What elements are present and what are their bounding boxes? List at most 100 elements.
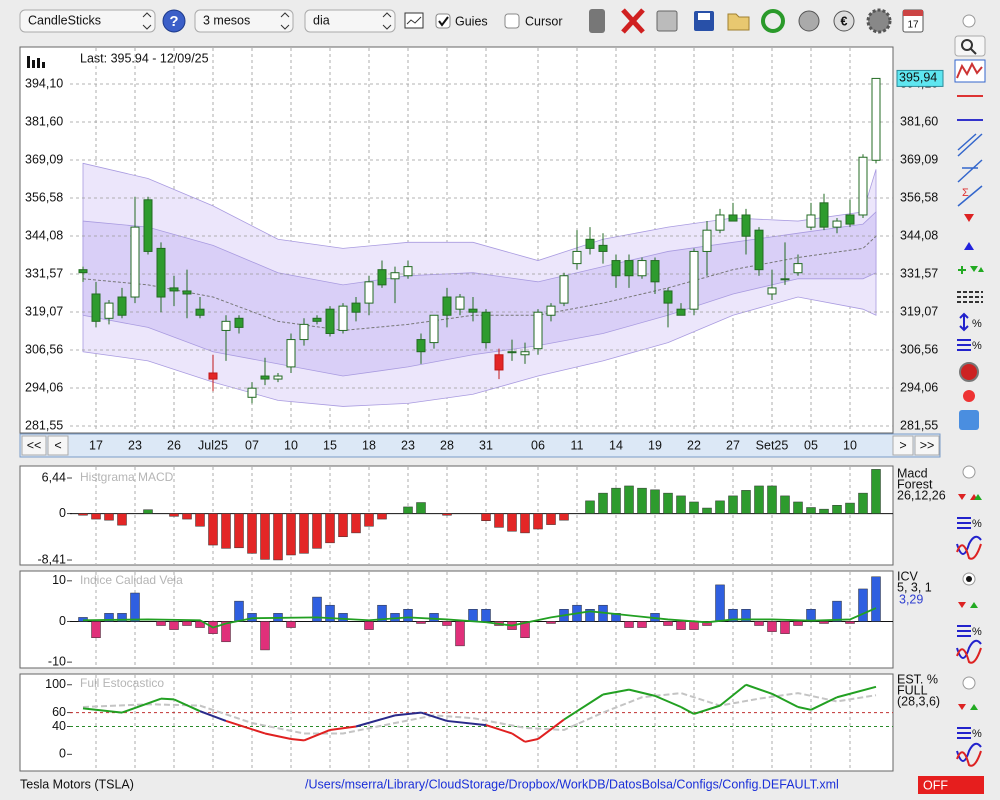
- scale-button[interactable]: [959, 312, 969, 332]
- curve-button[interactable]: [956, 639, 982, 659]
- bar: [78, 513, 88, 516]
- candle-body: [767, 287, 777, 295]
- up-arrow-button[interactable]: [964, 242, 974, 250]
- arrows-button[interactable]: [958, 602, 966, 608]
- bar: [117, 513, 127, 526]
- y-tick-label: 294,06: [25, 380, 63, 394]
- bar: [767, 621, 777, 632]
- swap-button[interactable]: [959, 410, 979, 430]
- delete-button[interactable]: [621, 8, 645, 34]
- x-tick-label: 07: [245, 438, 259, 452]
- sigma-button[interactable]: [957, 185, 983, 207]
- stochastic-k-segment: [810, 696, 838, 711]
- y-tick-label: 381,60: [25, 114, 63, 128]
- help-button[interactable]: [162, 9, 186, 33]
- bar: [689, 621, 699, 630]
- y-tick-label: 344,08: [25, 228, 63, 242]
- bar: [624, 621, 634, 628]
- x-tick-label: 05: [804, 438, 818, 452]
- status-badge[interactable]: [918, 776, 984, 794]
- bar: [663, 621, 673, 626]
- bar: [104, 513, 114, 521]
- add-button[interactable]: [958, 266, 966, 274]
- stochastic-k-segment: [303, 729, 331, 742]
- percent-glyph: %: [972, 626, 982, 638]
- arrows-button[interactable]: [958, 494, 978, 500]
- percent-glyph: %: [972, 340, 982, 352]
- radio-button[interactable]: [962, 465, 976, 479]
- bar: [286, 621, 296, 628]
- interval-select[interactable]: [304, 9, 396, 33]
- guides-checkbox[interactable]: [435, 13, 451, 29]
- bar: [689, 501, 699, 514]
- percent-button[interactable]: [957, 625, 971, 637]
- stochastic-k-segment: [121, 697, 162, 714]
- trend-button[interactable]: [957, 159, 983, 183]
- currency-button[interactable]: [833, 10, 855, 32]
- percent-button[interactable]: [957, 727, 971, 739]
- prev-label: <: [54, 438, 61, 452]
- percent-button[interactable]: [957, 517, 971, 529]
- bar: [858, 588, 868, 622]
- bar: [832, 505, 842, 514]
- percent-button[interactable]: [957, 339, 971, 351]
- bar: [806, 609, 816, 622]
- first-button[interactable]: [21, 435, 47, 456]
- prev-button[interactable]: [47, 435, 69, 456]
- stochastic-k-segment: [394, 711, 422, 717]
- bar: [728, 609, 738, 622]
- candle-body: [260, 375, 270, 380]
- record-button[interactable]: [963, 390, 975, 402]
- bar: [260, 621, 270, 651]
- stop-button[interactable]: [959, 362, 979, 382]
- channel-button[interactable]: [957, 133, 983, 157]
- refresh-button[interactable]: [761, 9, 785, 33]
- bar: [507, 513, 517, 532]
- chart-icon[interactable]: [404, 12, 424, 29]
- arrows-button[interactable]: [958, 704, 966, 710]
- zoom-button[interactable]: [954, 35, 986, 57]
- period-select[interactable]: [194, 9, 294, 33]
- trash-button[interactable]: [589, 9, 605, 33]
- curve-button[interactable]: [956, 742, 982, 762]
- bar: [195, 621, 205, 628]
- update-button[interactable]: [798, 10, 820, 32]
- bar: [442, 621, 452, 626]
- guides-label: Guies: [455, 14, 488, 28]
- bar: [169, 621, 179, 630]
- stochastic-k-segment: [446, 719, 487, 727]
- grid-button[interactable]: [957, 291, 983, 303]
- y-tick-label: 369,09: [25, 152, 63, 166]
- select-arrows: [382, 12, 392, 30]
- icv-legend: ICV: [897, 569, 919, 583]
- bar: [156, 621, 166, 626]
- volume-icon: [27, 56, 45, 68]
- stochastic-d-line: [82, 692, 877, 735]
- x-tick-label: 10: [284, 438, 298, 452]
- curve-button[interactable]: [956, 535, 982, 555]
- candle-body: [793, 263, 803, 274]
- bar: [221, 621, 231, 643]
- candle-body: [338, 305, 348, 331]
- config-path[interactable]: /Users/mserra/Library/CloudStorage/Dropb…: [305, 777, 839, 791]
- radio-button[interactable]: [962, 676, 976, 690]
- candle-body: [169, 287, 179, 292]
- stochastic-k-segment: [836, 685, 877, 699]
- print-button[interactable]: [656, 10, 678, 32]
- open-button[interactable]: [727, 13, 750, 31]
- candle-body: [130, 226, 140, 298]
- x-tick-label: 23: [401, 438, 415, 452]
- chart-type-select[interactable]: [19, 9, 156, 33]
- next-button[interactable]: [892, 435, 914, 456]
- candle-body: [143, 199, 153, 252]
- bar: [715, 500, 725, 514]
- radio-button[interactable]: [962, 14, 976, 28]
- last-button[interactable]: [914, 435, 940, 456]
- bar: [234, 513, 244, 549]
- down-arrow-button[interactable]: [964, 214, 974, 222]
- candle-body: [429, 314, 439, 344]
- settings-button[interactable]: [866, 8, 892, 34]
- last-label: >>: [920, 438, 935, 452]
- bar: [377, 513, 387, 520]
- cursor-checkbox[interactable]: [504, 13, 520, 29]
